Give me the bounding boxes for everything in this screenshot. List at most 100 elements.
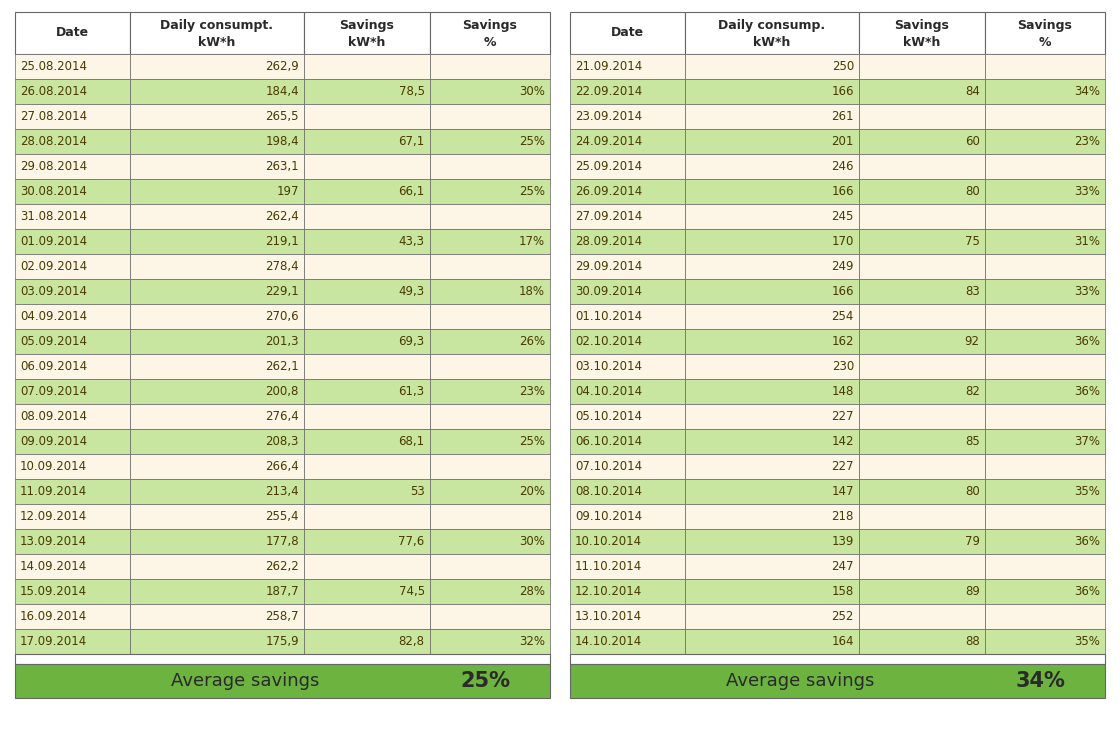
Bar	[130, 304, 304, 329]
Text: 26.09.2014: 26.09.2014	[575, 185, 642, 198]
Text: 82,8: 82,8	[399, 635, 424, 648]
Bar	[685, 279, 859, 304]
Bar	[685, 554, 859, 579]
Text: 27.09.2014: 27.09.2014	[575, 210, 642, 223]
Text: 10.10.2014: 10.10.2014	[575, 535, 642, 548]
Bar	[859, 579, 984, 604]
Bar	[15, 554, 130, 579]
Text: 208,3: 208,3	[265, 435, 299, 448]
Bar	[570, 454, 685, 479]
Text: 278,4: 278,4	[265, 260, 299, 273]
Bar	[570, 554, 685, 579]
Text: 213,4: 213,4	[265, 485, 299, 498]
Bar	[685, 329, 859, 354]
Bar	[570, 104, 685, 129]
Text: 10.09.2014: 10.09.2014	[20, 460, 87, 473]
Bar	[130, 54, 304, 79]
Text: 80: 80	[964, 185, 980, 198]
Bar	[984, 479, 1105, 504]
Bar	[859, 104, 984, 129]
Bar	[570, 79, 685, 104]
Bar	[15, 79, 130, 104]
Text: Daily consumpt.: Daily consumpt.	[160, 19, 273, 32]
Bar	[685, 204, 859, 229]
Bar	[984, 529, 1105, 554]
Text: 28.08.2014: 28.08.2014	[20, 135, 87, 148]
Bar	[130, 579, 304, 604]
Bar	[430, 179, 550, 204]
Text: 229,1: 229,1	[265, 285, 299, 298]
Text: Daily consump.: Daily consump.	[718, 19, 825, 32]
Bar	[859, 329, 984, 354]
Bar	[570, 179, 685, 204]
Bar	[685, 379, 859, 404]
Bar	[685, 79, 859, 104]
Text: 07.09.2014: 07.09.2014	[20, 385, 87, 398]
Bar	[859, 629, 984, 654]
Text: 74,5: 74,5	[399, 585, 424, 598]
Bar	[304, 254, 430, 279]
Bar	[304, 79, 430, 104]
Text: 262,2: 262,2	[265, 560, 299, 573]
Text: Average savings: Average savings	[726, 672, 875, 690]
Text: 75: 75	[964, 235, 980, 248]
Text: 09.09.2014: 09.09.2014	[20, 435, 87, 448]
Text: 33%: 33%	[1074, 185, 1100, 198]
Text: Date: Date	[610, 26, 644, 40]
Bar	[130, 454, 304, 479]
Bar	[859, 154, 984, 179]
Bar	[15, 279, 130, 304]
Text: 139: 139	[831, 535, 853, 548]
Bar	[304, 279, 430, 304]
Bar	[685, 12, 859, 54]
Text: 187,7: 187,7	[265, 585, 299, 598]
Bar	[570, 404, 685, 429]
Bar	[570, 204, 685, 229]
Bar	[130, 229, 304, 254]
Text: Date: Date	[56, 26, 90, 40]
Bar	[130, 429, 304, 454]
Text: 26.08.2014: 26.08.2014	[20, 85, 87, 98]
Bar	[859, 354, 984, 379]
Bar	[984, 304, 1105, 329]
Text: 29.08.2014: 29.08.2014	[20, 160, 87, 173]
Bar	[430, 54, 550, 79]
Bar	[15, 104, 130, 129]
Bar	[984, 629, 1105, 654]
Bar	[570, 354, 685, 379]
Bar	[304, 12, 430, 54]
Text: %: %	[484, 36, 496, 49]
Text: 218: 218	[831, 510, 853, 523]
Text: 36%: 36%	[1074, 535, 1100, 548]
Bar	[304, 104, 430, 129]
Text: 34%: 34%	[1074, 85, 1100, 98]
Text: 23%: 23%	[1074, 135, 1100, 148]
Bar	[15, 529, 130, 554]
Bar	[15, 329, 130, 354]
Text: Savings: Savings	[895, 19, 949, 32]
Bar	[15, 129, 130, 154]
Text: 06.09.2014: 06.09.2014	[20, 360, 87, 373]
Text: 175,9: 175,9	[265, 635, 299, 648]
Bar	[15, 629, 130, 654]
Text: 77,6: 77,6	[399, 535, 424, 548]
Text: 89: 89	[964, 585, 980, 598]
Text: 68,1: 68,1	[399, 435, 424, 448]
Text: 83: 83	[964, 285, 980, 298]
Text: 08.09.2014: 08.09.2014	[20, 410, 87, 423]
Text: 255,4: 255,4	[265, 510, 299, 523]
Bar	[984, 579, 1105, 604]
Bar	[984, 379, 1105, 404]
Bar	[130, 329, 304, 354]
Text: 11.09.2014: 11.09.2014	[20, 485, 87, 498]
Bar	[859, 304, 984, 329]
Bar	[984, 604, 1105, 629]
Bar	[984, 179, 1105, 204]
Bar	[304, 604, 430, 629]
Text: 262,9: 262,9	[265, 60, 299, 73]
Text: 49,3: 49,3	[399, 285, 424, 298]
Text: 17.09.2014: 17.09.2014	[20, 635, 87, 648]
Text: 31%: 31%	[1074, 235, 1100, 248]
Text: 35%: 35%	[1074, 485, 1100, 498]
Text: 60: 60	[964, 135, 980, 148]
